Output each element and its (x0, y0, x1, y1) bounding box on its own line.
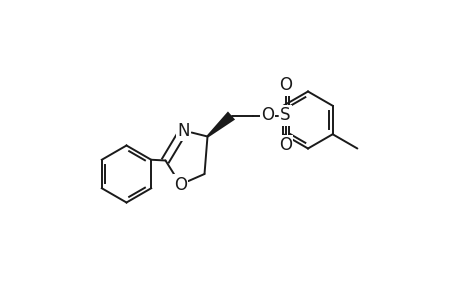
Text: S: S (280, 106, 290, 124)
Text: O: O (279, 136, 291, 154)
Polygon shape (206, 111, 235, 137)
Text: O: O (174, 176, 187, 194)
Text: N: N (177, 122, 190, 140)
Text: O: O (260, 106, 274, 124)
Text: O: O (279, 76, 291, 94)
